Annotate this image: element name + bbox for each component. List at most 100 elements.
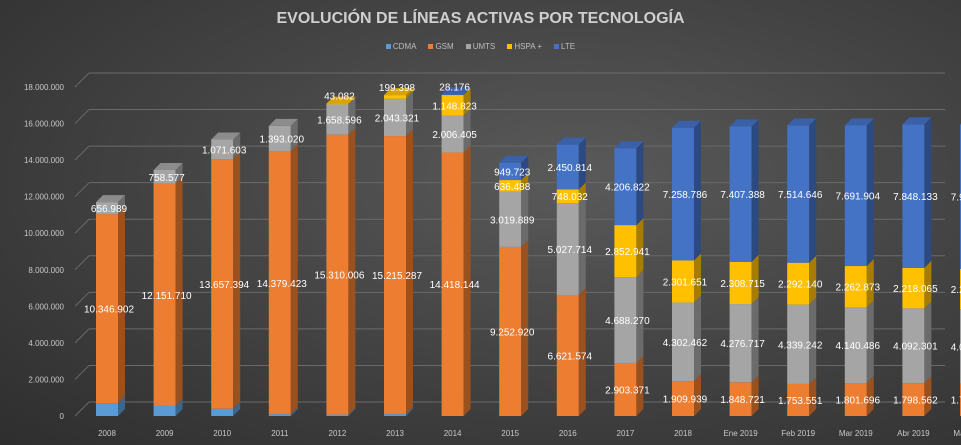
y-tick-label: 2.000.000 xyxy=(28,375,64,384)
data-label: 2.006.405 xyxy=(432,130,477,141)
bar-side xyxy=(636,141,644,226)
bar-side xyxy=(118,396,125,416)
data-label: 1.780.368 xyxy=(951,396,961,407)
bar-front xyxy=(844,266,867,308)
bar-2013: 15.215.287 2.043.321 199.398 xyxy=(372,83,422,416)
bar-side xyxy=(406,129,413,415)
bar-side xyxy=(348,97,356,135)
bar-front xyxy=(384,136,406,415)
y-tick-label: 0 xyxy=(60,412,65,421)
bar-front xyxy=(902,308,925,384)
segment-gsm xyxy=(729,375,759,416)
bar-front xyxy=(844,307,867,384)
segment-cdma xyxy=(96,396,125,416)
bar-front xyxy=(729,304,752,383)
segment-umts xyxy=(153,162,183,184)
segment-gsm xyxy=(384,129,413,415)
bar-front xyxy=(268,151,291,415)
bar-side xyxy=(406,407,413,416)
bar-front xyxy=(614,225,637,278)
bar-side xyxy=(751,254,759,305)
bar-2016: 6.621.574 5.027.714 748.032 2.450.814 xyxy=(548,137,592,416)
bar-front xyxy=(902,383,925,416)
data-label: 1.071.603 xyxy=(202,145,247,156)
bar-front xyxy=(326,104,349,135)
segment-umts xyxy=(787,297,817,384)
x-tick-label: 2010 xyxy=(213,429,231,438)
bar-top xyxy=(211,132,241,140)
data-label: 14.379.423 xyxy=(257,279,307,290)
bar-side xyxy=(290,144,298,415)
data-label: 1.753.551 xyxy=(778,396,823,407)
bar-front xyxy=(153,183,176,406)
bar-side xyxy=(578,182,586,204)
segment-umts xyxy=(441,108,471,153)
bar-side xyxy=(809,297,817,384)
data-label: 7.407.388 xyxy=(720,190,765,201)
bar-front xyxy=(499,162,522,181)
segment-umts xyxy=(556,196,586,295)
segment-gsm xyxy=(499,239,529,416)
segment-hspa xyxy=(441,87,471,116)
x-tick-label: 2009 xyxy=(156,429,174,438)
segment-umts xyxy=(902,301,932,384)
data-label: 4.056.065 xyxy=(951,342,961,353)
x-tick-label: Feb 2019 xyxy=(781,429,815,438)
x-tick-label: 2017 xyxy=(617,429,635,438)
segment-gsm xyxy=(211,152,241,409)
data-label: 7.848.133 xyxy=(893,192,938,203)
bar-front xyxy=(96,202,118,215)
bar-2009: 12.151.710 758.577 xyxy=(142,162,192,416)
bar-side xyxy=(578,287,586,416)
data-label: 7.258.786 xyxy=(663,190,708,201)
segment-cdma xyxy=(268,407,298,416)
data-label: 43.082 xyxy=(324,92,355,103)
bar-top xyxy=(153,162,183,170)
bar-side xyxy=(290,407,298,416)
bar-front xyxy=(672,302,694,382)
segment-umts xyxy=(499,184,529,247)
y-tick-label: 8.000.000 xyxy=(28,266,64,275)
bar-2018: 1.909.939 4.302.462 2.301.651 7.258.786 xyxy=(663,120,708,416)
bar-top xyxy=(729,119,759,127)
bar-front xyxy=(268,414,291,416)
data-label: 2.903.371 xyxy=(605,385,650,396)
bar-front xyxy=(729,382,752,416)
bar-front xyxy=(326,414,349,416)
bar-side xyxy=(463,87,471,116)
segment-hspa xyxy=(672,253,701,303)
bar-side xyxy=(521,173,529,192)
segment-gsm xyxy=(268,144,298,415)
bar-front xyxy=(787,304,810,384)
data-label: 1.148.823 xyxy=(432,101,477,112)
bar-front xyxy=(556,189,579,204)
bar-front xyxy=(672,260,694,303)
legend-item-lte: LTE xyxy=(554,42,575,51)
bar-side xyxy=(175,176,183,406)
bar-2017: 2.903.371 4.688.270 2.852.941 4.206.822 xyxy=(605,141,650,416)
data-label: 15.215.287 xyxy=(372,271,422,282)
bar-side xyxy=(924,376,932,416)
segment-umts xyxy=(844,300,874,384)
data-label: 2.301.651 xyxy=(663,277,708,288)
data-label: 9.252.920 xyxy=(490,327,535,338)
data-label: 1.798.562 xyxy=(893,396,938,407)
segment-cdma xyxy=(326,407,356,416)
bar-top xyxy=(96,195,125,203)
gridline-depth xyxy=(74,291,90,307)
data-label: 4.276.717 xyxy=(720,339,765,350)
bar-2011: 14.379.423 1.393.020 xyxy=(257,118,307,416)
gridline-depth xyxy=(74,328,90,344)
bar-side xyxy=(578,196,586,295)
bar-front xyxy=(902,267,925,309)
data-label: 748.032 xyxy=(552,192,589,203)
segment-hspa xyxy=(384,88,413,99)
data-label: 4.140.486 xyxy=(836,341,881,352)
x-tick-label: 2015 xyxy=(501,429,519,438)
bar-front xyxy=(384,95,406,99)
segment-gsm xyxy=(556,287,586,416)
segment-hspa xyxy=(556,182,586,204)
data-label: 2.218.065 xyxy=(893,284,938,295)
segment-hspa xyxy=(499,173,529,192)
